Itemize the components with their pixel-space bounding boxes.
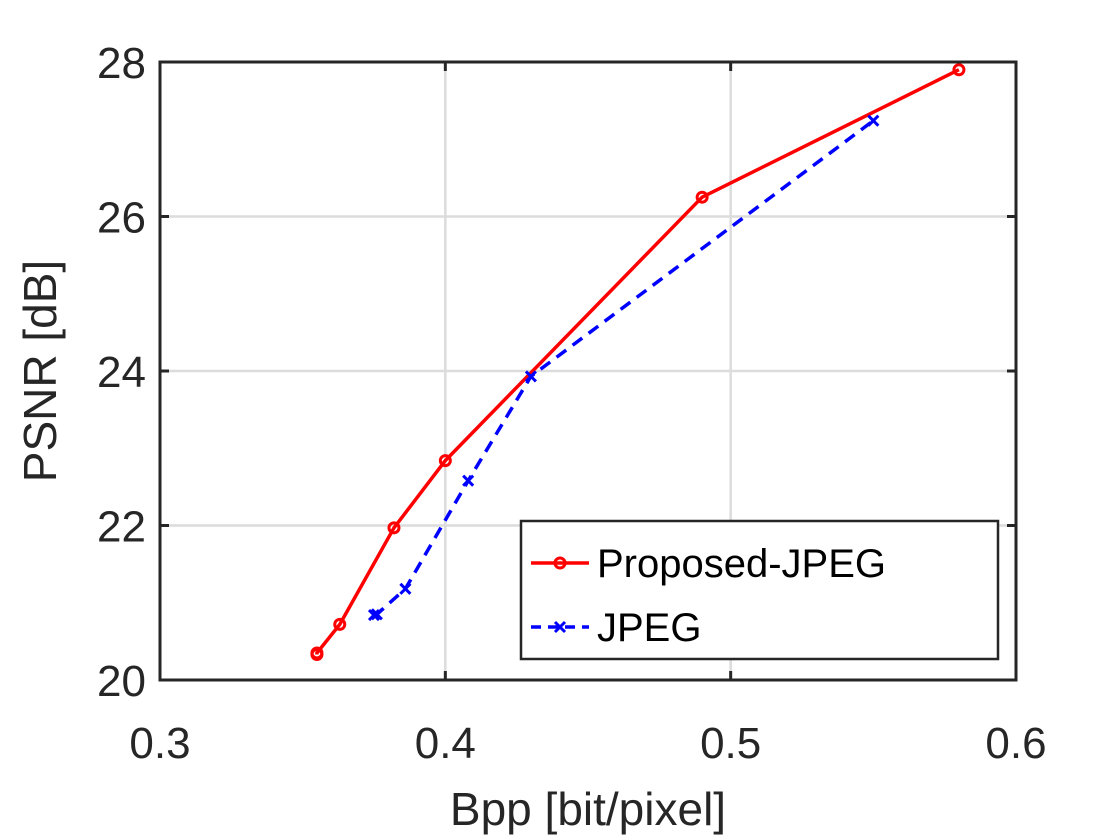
data-point <box>310 646 324 660</box>
legend-marker <box>553 556 567 570</box>
y-tick-label: 24 <box>97 348 146 397</box>
series-0 <box>310 63 966 662</box>
series-line <box>315 68 960 655</box>
x-tick-label: 0.3 <box>129 719 190 768</box>
data-point <box>438 454 452 468</box>
y-tick-label: 20 <box>97 657 146 706</box>
legend-box <box>519 519 1000 661</box>
data-point <box>952 63 966 77</box>
y-tick-label: 28 <box>97 39 146 88</box>
data-point <box>370 608 383 621</box>
data-point <box>867 114 880 127</box>
data-point <box>695 190 709 204</box>
legend: Proposed-JPEG JPEG <box>519 519 1000 661</box>
series-1 <box>367 114 880 622</box>
x-axis-label: Bpp [bit/pixel] <box>450 783 726 835</box>
y-tick-label: 26 <box>97 194 146 243</box>
data-point <box>333 617 347 631</box>
series-layer <box>310 63 966 662</box>
legend-label: JPEG <box>597 606 701 650</box>
x-tick-label: 0.4 <box>415 719 476 768</box>
data-point <box>462 474 475 487</box>
data-point <box>524 370 537 383</box>
data-point <box>399 582 412 595</box>
y-tick-label: 22 <box>97 503 146 552</box>
x-tick-label: 0.6 <box>985 719 1046 768</box>
ticks: 0.3 0.4 0.5 0.6 20 22 24 26 28 <box>97 39 1047 768</box>
legend-marker <box>553 620 567 634</box>
legend-label: Proposed-JPEG <box>597 542 886 586</box>
x-tick-label: 0.5 <box>700 719 761 768</box>
y-axis-label: PSNR [dB] <box>14 260 66 482</box>
data-point <box>387 521 401 535</box>
